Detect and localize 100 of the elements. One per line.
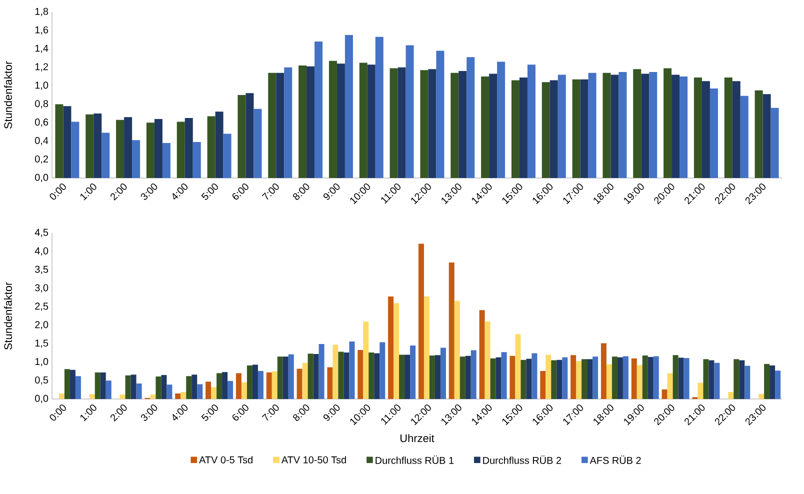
bar <box>176 122 185 178</box>
bar <box>102 132 110 178</box>
bar <box>450 72 459 178</box>
y-tick-label: 1,8 <box>35 8 48 16</box>
y-tick-label: 0,6 <box>35 118 48 127</box>
bar <box>418 244 424 399</box>
bar <box>496 357 502 399</box>
bar <box>465 356 471 399</box>
bar <box>241 382 247 399</box>
legend-label: Durchfluss RÜB 2 <box>483 456 561 464</box>
bar <box>154 118 162 178</box>
bar <box>390 68 398 178</box>
y-axis-title: Stundenfaktor <box>4 282 12 350</box>
bar <box>276 72 284 178</box>
bar <box>470 350 476 399</box>
bar <box>268 72 276 178</box>
bar <box>714 362 720 399</box>
bar <box>146 122 154 178</box>
bar <box>454 300 460 399</box>
bar <box>556 360 562 399</box>
legend-label: Durchfluss RÜB 1 <box>376 456 454 464</box>
bar <box>662 389 668 399</box>
bar <box>215 112 224 178</box>
bar <box>434 355 440 399</box>
bar <box>106 380 112 399</box>
bar <box>489 74 498 178</box>
bar <box>211 387 217 399</box>
bar <box>540 370 546 399</box>
bar <box>206 382 212 399</box>
bar <box>359 62 368 178</box>
bar <box>272 371 278 399</box>
bar <box>606 364 612 399</box>
bar <box>775 370 781 399</box>
bar <box>612 356 618 399</box>
bar <box>125 375 131 399</box>
bar <box>254 108 262 178</box>
bar <box>186 376 192 399</box>
y-tick-label: 0,8 <box>35 100 48 108</box>
bar <box>648 356 654 399</box>
bar <box>150 394 156 399</box>
x-tick-label: 6:00 <box>232 404 248 421</box>
bar <box>398 67 406 178</box>
x-tick-label: 7:00 <box>262 404 279 421</box>
bar <box>576 361 582 399</box>
x-tick-label: 8:00 <box>293 404 310 421</box>
bar <box>277 356 283 399</box>
bar <box>192 374 198 399</box>
bar <box>672 74 680 178</box>
bar <box>374 353 380 399</box>
bar <box>610 74 619 178</box>
bar <box>55 104 64 178</box>
bar <box>649 72 658 178</box>
y-tick-label: 3,0 <box>35 284 48 292</box>
bar <box>758 394 764 399</box>
bar <box>527 64 536 178</box>
bar <box>116 120 124 178</box>
bar <box>770 108 779 178</box>
bar <box>94 372 100 399</box>
bar <box>71 122 80 178</box>
bar <box>642 355 648 399</box>
bar <box>744 366 750 399</box>
bar <box>344 352 350 399</box>
bar <box>448 262 454 399</box>
bar <box>710 88 718 178</box>
bar <box>481 76 490 178</box>
bar <box>327 367 333 399</box>
bar <box>228 380 234 399</box>
x-tick-label: 0:00 <box>50 404 66 421</box>
x-tick-label: 3:00 <box>140 404 158 421</box>
bar <box>429 355 435 399</box>
bar <box>288 354 294 399</box>
bar <box>515 334 521 399</box>
bar <box>636 365 642 399</box>
bar <box>332 344 338 399</box>
x-tick-label: 9:00 <box>323 184 340 200</box>
bar <box>602 72 611 178</box>
bar <box>664 68 672 178</box>
bar <box>740 96 748 178</box>
bar <box>592 356 598 399</box>
legend-label: ATV 0-5 Tsd <box>199 456 252 464</box>
bar <box>161 375 167 399</box>
bar <box>570 355 576 399</box>
y-tick-label: 0,0 <box>35 394 48 404</box>
bar <box>490 358 496 399</box>
bar <box>75 376 81 399</box>
bar <box>166 384 172 399</box>
bar <box>284 67 292 178</box>
bar <box>236 373 242 399</box>
bar <box>363 322 369 399</box>
bar <box>349 341 355 399</box>
bar <box>458 71 467 178</box>
bar <box>64 369 70 399</box>
bar <box>672 355 678 399</box>
bar <box>130 374 136 399</box>
bar <box>587 359 593 399</box>
bar <box>511 80 520 178</box>
bar <box>622 356 628 399</box>
bar <box>542 82 550 178</box>
bar <box>703 359 709 399</box>
bar <box>222 372 228 399</box>
